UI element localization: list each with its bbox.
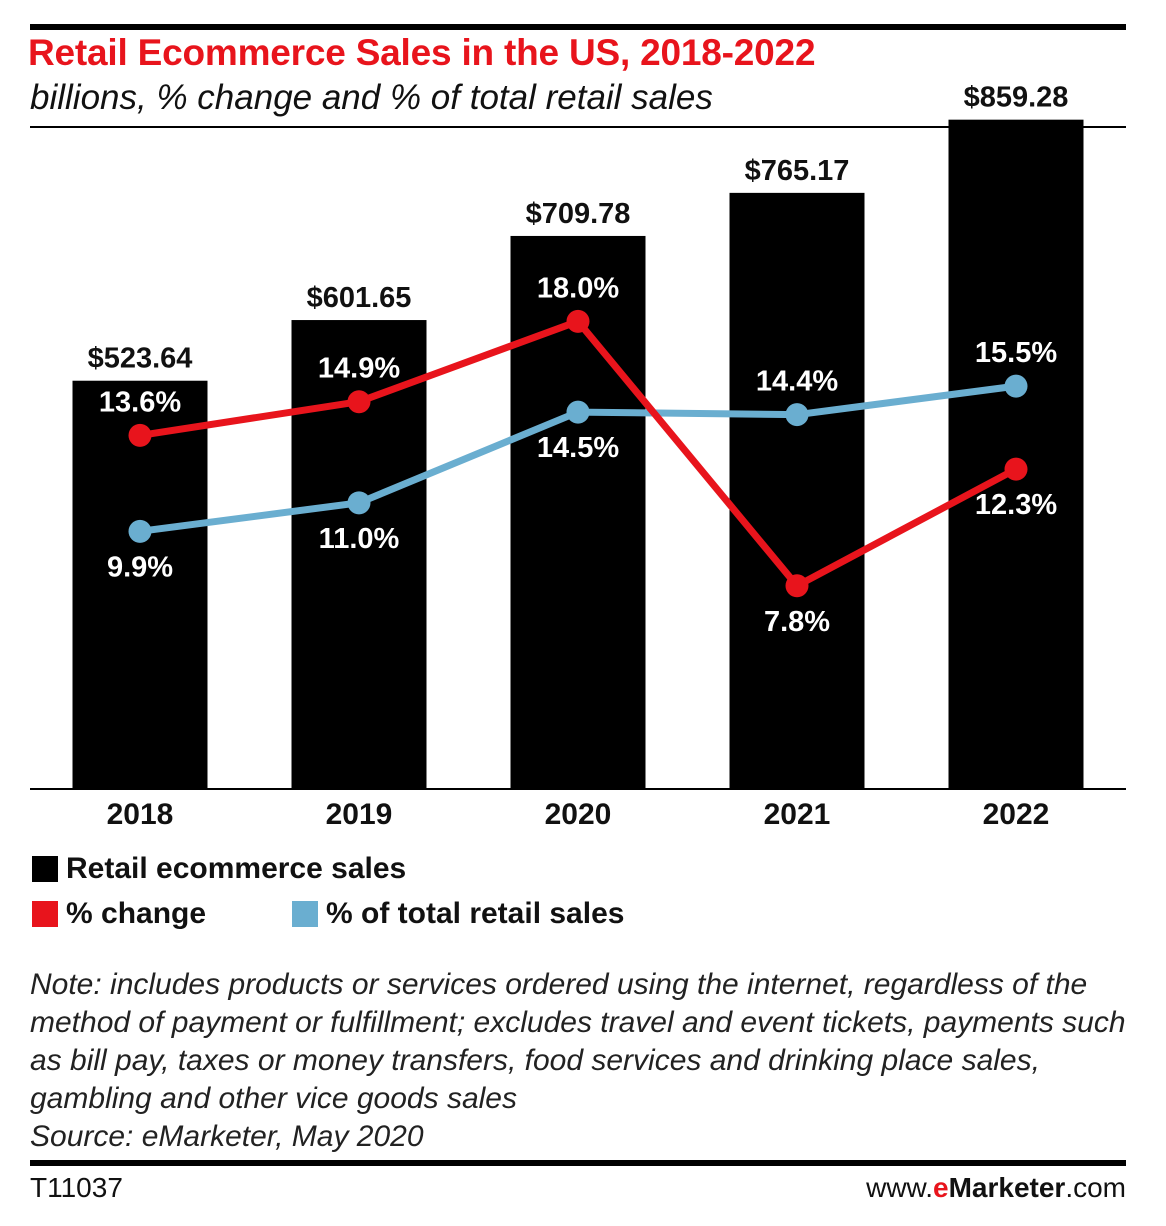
chart-title: Retail Ecommerce Sales in the US, 2018-2… xyxy=(28,32,816,73)
chart-svg: $523.64 $601.65 $709.78 $765.17 $859.28 2018 2… xyxy=(30,82,1126,831)
bar-2022 xyxy=(948,119,1084,788)
bar-label-2021: $765.17 xyxy=(745,155,850,187)
chart-subtitle: billions, % change and % of total retail… xyxy=(30,78,713,117)
change-point-2018 xyxy=(128,423,152,447)
change-label-2022: 12.3% xyxy=(975,489,1057,521)
legend-item-change: % change xyxy=(32,897,206,931)
x-tick-label-2019: 2019 xyxy=(326,798,393,831)
note-text: Note: includes products or services orde… xyxy=(30,968,1126,1115)
share-label-2018: 9.9% xyxy=(107,551,173,583)
change-label-2021: 7.8% xyxy=(764,606,830,638)
share-label-2022: 15.5% xyxy=(975,337,1057,369)
change-label-2020: 18.0% xyxy=(537,272,619,304)
legend-swatch-sales xyxy=(32,856,58,882)
share-point-2020 xyxy=(566,400,590,424)
bar-label-2018: $523.64 xyxy=(88,343,193,375)
bar-label-2019: $601.65 xyxy=(307,282,412,314)
top-rule xyxy=(30,24,1126,30)
share-point-2021 xyxy=(785,403,809,427)
legend-swatch-share xyxy=(292,901,318,927)
bar-label-2020: $709.78 xyxy=(526,198,631,230)
x-tick-label-2022: 2022 xyxy=(983,798,1050,831)
share-point-2018 xyxy=(128,519,152,543)
brand-prefix: www. xyxy=(866,1172,933,1203)
legend-label-share: % of total retail sales xyxy=(326,897,625,930)
bar-2018 xyxy=(72,380,208,788)
bar-label-2022: $859.28 xyxy=(964,82,1069,114)
change-label-2018: 13.6% xyxy=(99,386,181,418)
subtitle-rule xyxy=(30,126,1126,128)
brand-suffix: .com xyxy=(1065,1172,1126,1203)
chart-note: Note: includes products or services orde… xyxy=(30,966,1130,1156)
x-tick-label-2018: 2018 xyxy=(107,798,174,831)
legend-label-sales: Retail ecommerce sales xyxy=(66,852,407,885)
legend-item-share: % of total retail sales xyxy=(292,897,624,931)
legend-swatch-change xyxy=(32,901,58,927)
change-point-2021 xyxy=(785,574,809,598)
share-point-2019 xyxy=(347,491,371,515)
chart-id: T11037 xyxy=(30,1172,123,1203)
bar-2021 xyxy=(729,192,865,788)
legend-item-sales: Retail ecommerce sales xyxy=(32,852,406,886)
source-text: Source: eMarketer, May 2020 xyxy=(30,1120,424,1153)
legend-label-change: % change xyxy=(66,897,207,930)
share-label-2021: 14.4% xyxy=(756,366,838,398)
share-point-2022 xyxy=(1004,374,1028,398)
change-point-2022 xyxy=(1004,457,1028,481)
brand-url[interactable]: www.eMarketer.com xyxy=(866,1172,1126,1204)
share-label-2020: 14.5% xyxy=(537,432,619,464)
brand-e: e xyxy=(933,1172,949,1203)
share-label-2019: 11.0% xyxy=(319,523,400,555)
x-tick-label-2020: 2020 xyxy=(545,798,612,831)
x-tick-label-2021: 2021 xyxy=(764,798,831,831)
footer-rule xyxy=(30,1160,1126,1166)
change-point-2019 xyxy=(347,390,371,414)
brand-name: Marketer xyxy=(948,1172,1066,1203)
change-point-2020 xyxy=(566,309,590,333)
change-label-2019: 14.9% xyxy=(318,353,400,385)
